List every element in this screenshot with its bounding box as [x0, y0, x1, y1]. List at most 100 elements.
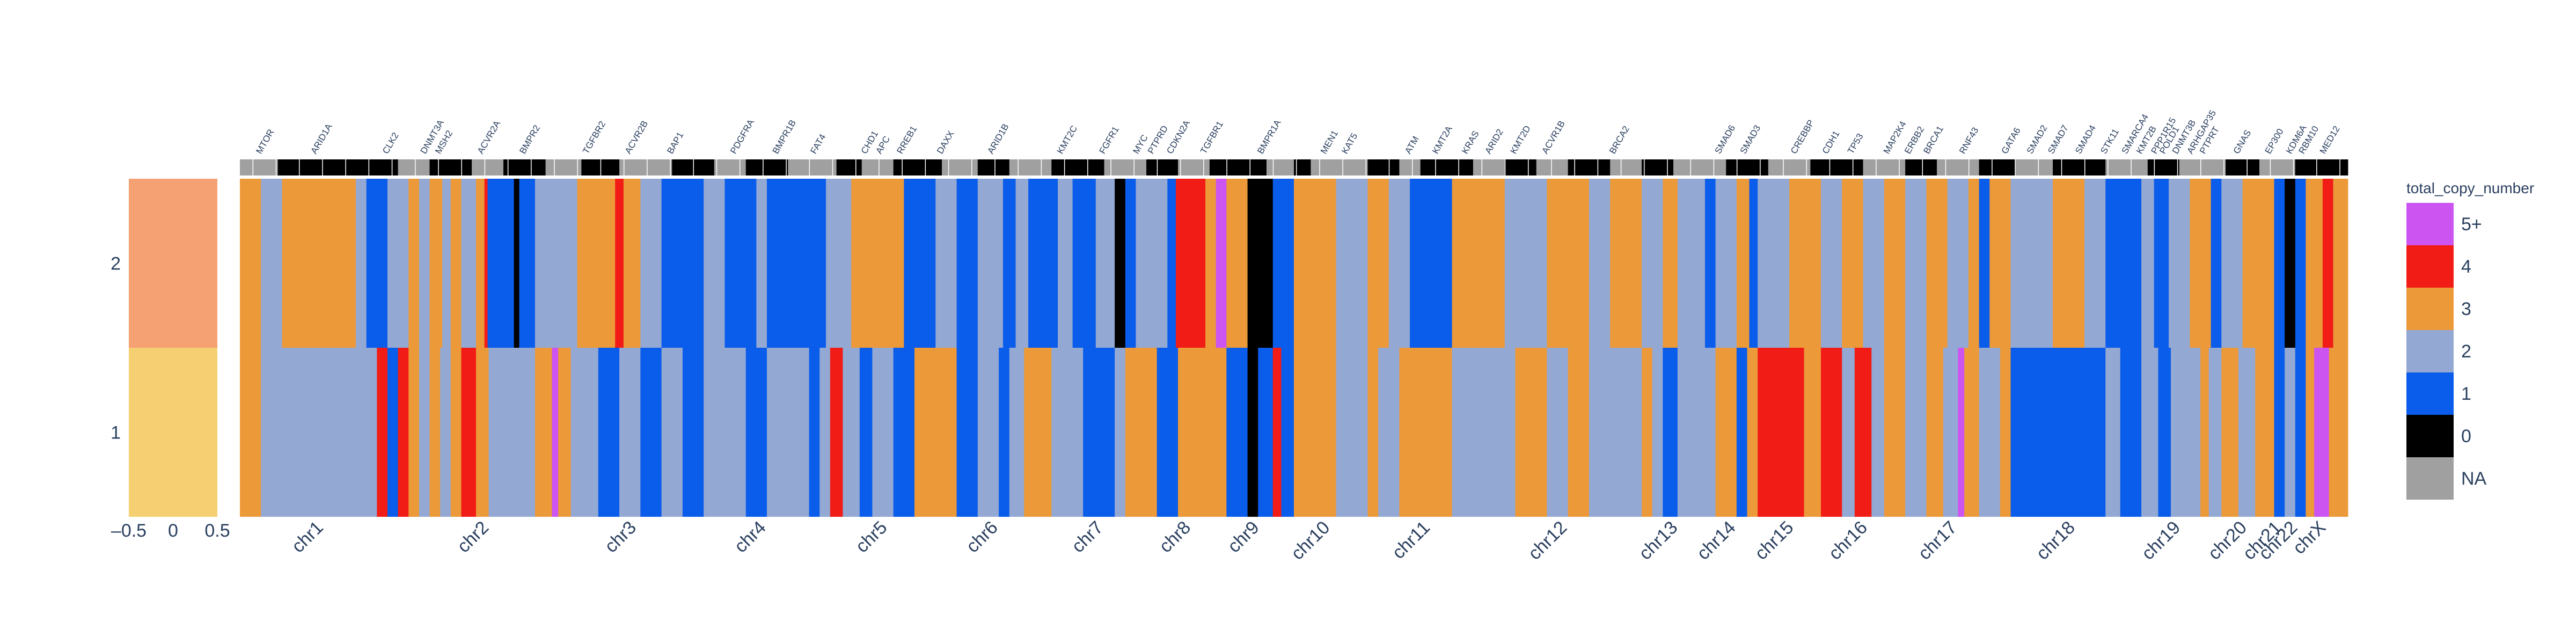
heatmap-cell	[623, 179, 641, 348]
heatmap-cell	[1704, 179, 1716, 348]
gene-track-tick	[1968, 159, 1970, 175]
heatmap-cell	[1167, 179, 1176, 348]
gene-track-tick	[2293, 159, 2294, 175]
heatmap-cell	[558, 348, 572, 517]
heatmap-cell	[1589, 179, 1611, 348]
heatmap-cell	[577, 179, 616, 348]
chromosome-label: chr18	[2032, 517, 2079, 564]
gene-track-tick	[832, 159, 833, 175]
gene-track-cell	[1642, 159, 1674, 175]
heatmap-cell	[1821, 348, 1842, 517]
heatmap-cell	[398, 348, 409, 517]
heatmap-cell	[1176, 179, 1206, 348]
gene-track-tick	[531, 159, 532, 175]
gene-track-tick	[623, 159, 625, 175]
legend-title: total_copy_number	[2406, 180, 2534, 196]
gene-track-tick	[1249, 159, 1251, 175]
gene-track-cell	[1311, 159, 1368, 175]
gene-label: FAT4	[808, 132, 828, 156]
heatmap-cell	[2171, 348, 2201, 517]
heatmap-cell	[1024, 348, 1052, 517]
heatmap-cell	[1926, 179, 1948, 348]
gene-track-tick	[971, 159, 972, 175]
heatmap-cell	[1051, 348, 1084, 517]
heatmap-cell	[419, 348, 430, 517]
gene-track-tick	[925, 159, 926, 175]
heatmap-cell	[1009, 348, 1024, 517]
copy-number-heatmap	[240, 179, 2348, 517]
gene-track-tick	[1110, 159, 1111, 175]
gene-label: BMPR1A	[1255, 118, 1283, 156]
legend-label: 3	[2461, 299, 2471, 319]
heatmap-cell	[1663, 179, 1678, 348]
heatmap-cell	[1272, 348, 1282, 517]
gene-track-tick	[1018, 159, 1019, 175]
gene-track-tick	[1342, 159, 1343, 175]
gene-track-tick	[368, 159, 370, 175]
gene-track-cell	[472, 159, 504, 175]
heatmap-cell	[619, 348, 641, 517]
gene-track-cell	[1367, 159, 1400, 175]
gene-track-tick	[809, 159, 810, 175]
heatmap-cell	[484, 179, 488, 348]
gene-track-cell	[1473, 159, 1505, 175]
heatmap-cell	[261, 348, 377, 517]
chromosome-label: chr9	[1224, 517, 1263, 557]
chromosome-label: chr12	[1524, 517, 1571, 564]
gene-label: MEN1	[1319, 129, 1340, 156]
gene-track-cell	[1863, 159, 1906, 175]
heatmap-cell	[1854, 348, 1872, 517]
gene-track-cell	[1504, 159, 1537, 175]
heatmap-cell	[1589, 348, 1642, 517]
heatmap-cell	[1547, 179, 1590, 348]
heatmap-cell	[851, 179, 904, 348]
heatmap-cell	[859, 348, 873, 517]
gene-track-tick	[438, 159, 439, 175]
heatmap-cell	[1821, 179, 1842, 348]
gene-label: GATA6	[2000, 126, 2023, 156]
heatmap-cell	[1715, 348, 1737, 517]
gene-track-tick	[1133, 159, 1135, 175]
chromosome-label: chr2	[453, 517, 493, 557]
heatmap-cell	[2010, 348, 2106, 517]
heatmap-cell	[1568, 348, 1590, 517]
heatmap-cell	[2000, 348, 2011, 517]
heatmap-cell	[535, 348, 552, 517]
heatmap-cell	[1157, 348, 1179, 517]
legend-label: NA	[2461, 469, 2487, 489]
gene-track-tick	[1806, 159, 1807, 175]
gene-track-tick	[415, 159, 416, 175]
sample-color-cell	[129, 179, 217, 348]
chromosome-label: chr19	[2138, 517, 2184, 564]
heatmap-cell	[387, 348, 398, 517]
heatmap-cell	[1715, 179, 1737, 348]
gene-track-cell	[1810, 159, 1863, 175]
legend-swatch	[2406, 372, 2454, 415]
gene-label: DAXX	[935, 129, 956, 156]
legend-swatch	[2406, 203, 2454, 245]
heatmap-cell	[2274, 348, 2285, 517]
chromosome-label: chr17	[1914, 517, 1961, 564]
gene-track-tick	[647, 159, 648, 175]
gene-track-tick	[1876, 159, 1877, 175]
heatmap-cell	[1378, 348, 1400, 517]
chromosome-label: chr15	[1751, 517, 1798, 564]
heatmap-cell	[2105, 179, 2142, 348]
heatmap-cell	[1410, 179, 1452, 348]
gene-track-tick	[1922, 159, 1923, 175]
heatmap-cell	[1747, 348, 1758, 517]
gene-track-cell	[1009, 159, 1052, 175]
gene-track-tick	[1481, 159, 1483, 175]
gene-track-cell	[1768, 159, 1811, 175]
heatmap-cell	[724, 179, 757, 348]
heatmap-cell	[1652, 348, 1663, 517]
chromosome-label: chr8	[1155, 517, 1195, 557]
gene-track-tick	[1528, 159, 1529, 175]
heatmap-cell	[2221, 179, 2243, 348]
chromosome-label: chr14	[1693, 517, 1740, 564]
row-label: 1	[111, 423, 121, 443]
heatmap-cell	[2285, 179, 2296, 348]
gene-track-tick	[1226, 159, 1227, 175]
heatmap-cell	[756, 179, 767, 348]
